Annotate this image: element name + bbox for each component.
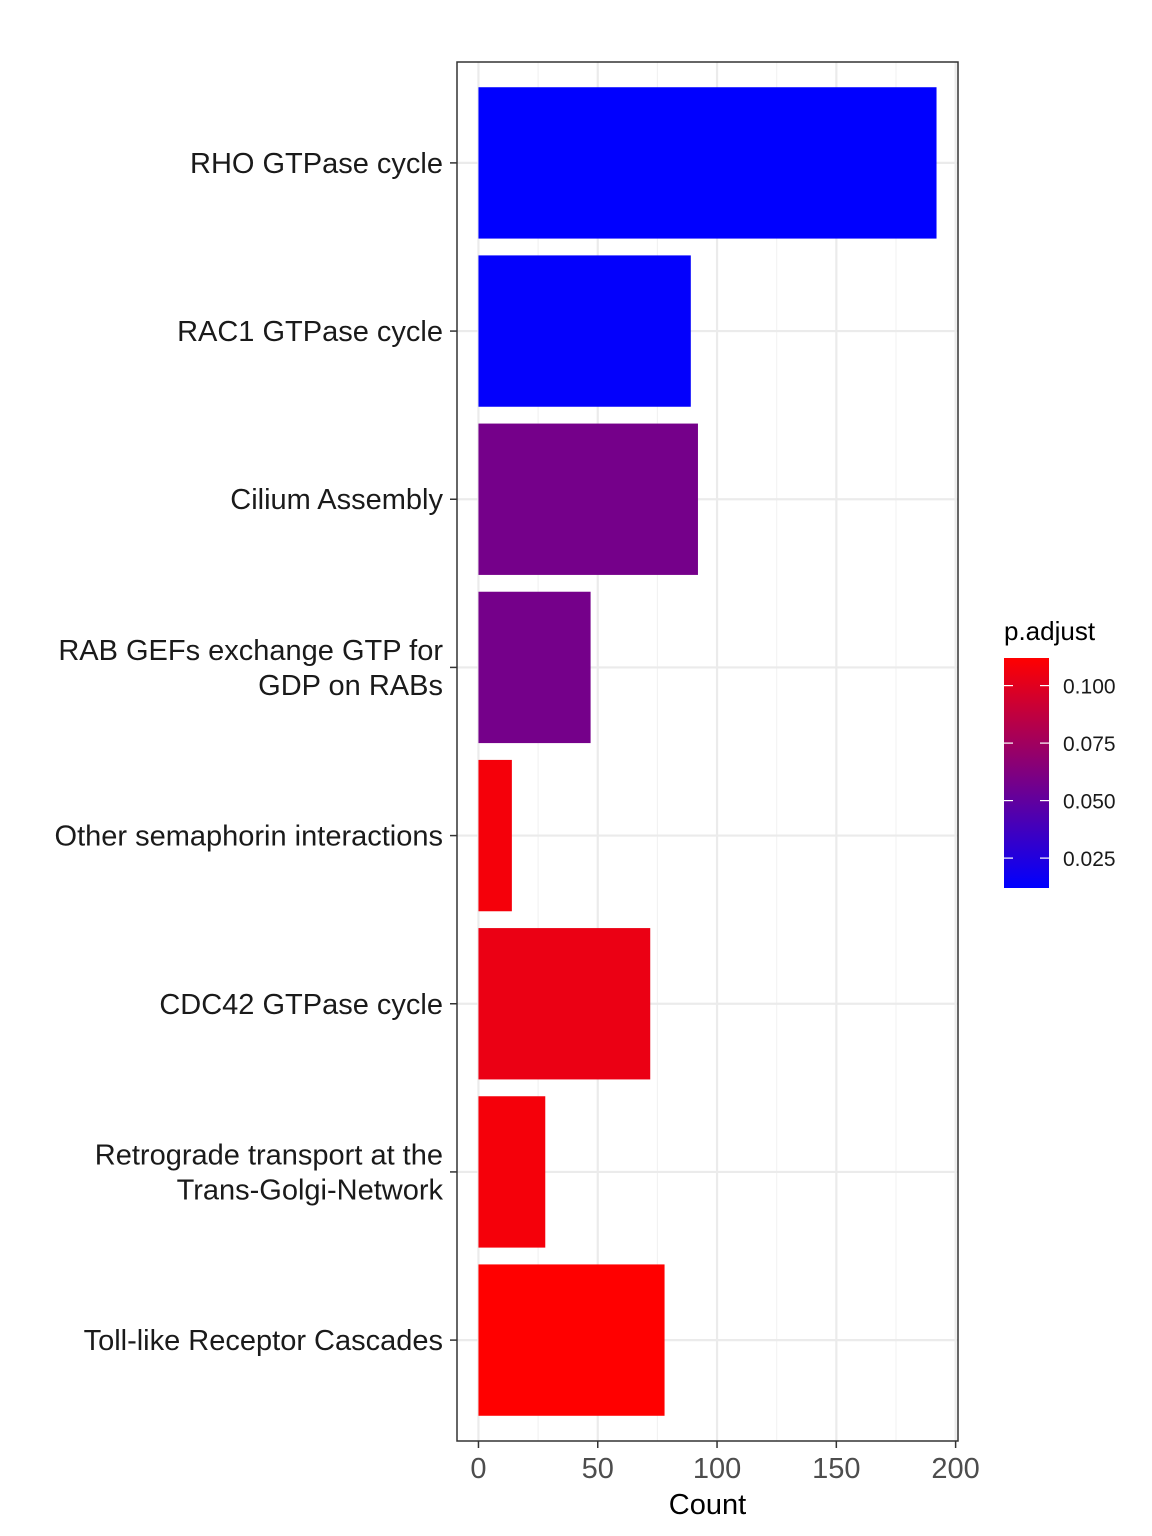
bar	[478, 87, 937, 239]
colorbar	[1004, 658, 1049, 888]
legend-tick-label: 0.075	[1063, 733, 1116, 756]
category-label: Cilium Assembly	[230, 484, 443, 516]
bar	[478, 759, 512, 912]
bar	[478, 928, 651, 1080]
category-label: Other semaphorin interactions	[55, 821, 443, 853]
category-label: Retrograde transport at the	[95, 1139, 443, 1171]
legend-tick-label: 0.025	[1063, 848, 1116, 871]
x-tick-label: 200	[931, 1453, 979, 1485]
bar	[478, 591, 591, 744]
legend-ticks: 0.025 0.050 0.075 0.100	[1004, 676, 1116, 871]
panel-border	[456, 61, 959, 1442]
category-label: CDC42 GTPase cycle	[159, 989, 443, 1021]
bar	[478, 423, 698, 575]
category-label: RHO GTPase cycle	[190, 148, 443, 180]
bars	[478, 87, 937, 1416]
bar	[478, 255, 691, 407]
x-axis: 0 50 100 150 200	[470, 1441, 980, 1485]
category-label: RAC1 GTPase cycle	[177, 316, 443, 348]
x-axis-title: Count	[669, 1489, 746, 1521]
category-label: RAB GEFs exchange GTP for	[58, 635, 443, 667]
legend-title: p.adjust	[1004, 616, 1096, 646]
legend-tick-label: 0.100	[1063, 676, 1116, 699]
x-tick-label: 0	[470, 1453, 486, 1485]
x-tick-label: 100	[693, 1453, 741, 1485]
legend-tick-label: 0.050	[1063, 791, 1116, 814]
color-legend: p.adjust 0.025 0.050 0.075 0.100	[1004, 616, 1116, 888]
y-axis: RHO GTPase cycle RAC1 GTPase cycle Cilium …	[55, 148, 457, 1357]
category-label: Trans-Golgi-Network	[177, 1174, 444, 1206]
bar	[478, 1096, 546, 1248]
bar	[478, 1264, 665, 1416]
category-label: Toll-like Receptor Cascades	[84, 1325, 443, 1357]
x-tick-label: 150	[812, 1453, 860, 1485]
category-label: GDP on RABs	[258, 670, 443, 702]
x-tick-label: 50	[582, 1453, 614, 1485]
